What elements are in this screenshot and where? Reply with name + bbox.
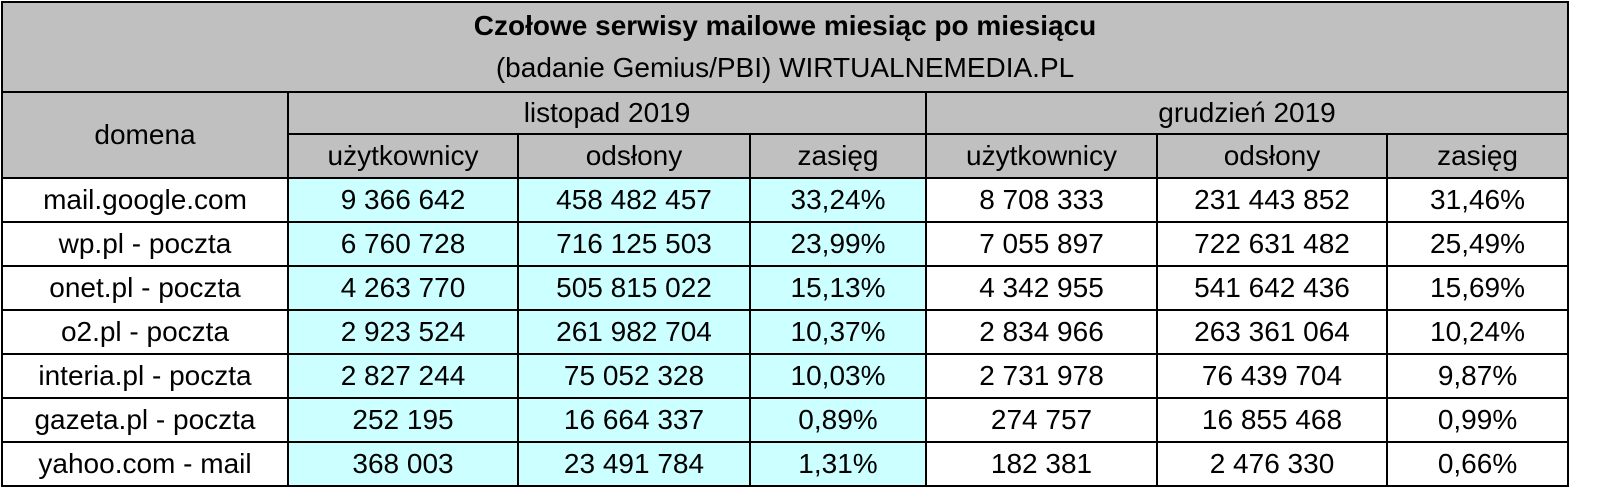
users-dec-cell: 274 757: [925, 397, 1158, 443]
users-dec-cell: 7 055 897: [925, 221, 1158, 267]
title-row: Czołowe serwisy mailowe miesiąc po miesi…: [0, 1, 1570, 93]
table-row: gazeta.pl - poczta 252 195 16 664 337 0,…: [1, 397, 1570, 443]
users-nov-cell: 368 003: [287, 441, 519, 487]
month-header-november: listopad 2019: [287, 91, 927, 135]
users-dec-cell: 2 731 978: [925, 353, 1158, 399]
users-nov-cell: 252 195: [287, 397, 519, 443]
reach-dec-cell: 9,87%: [1385, 353, 1570, 399]
views-nov-cell: 261 982 704: [517, 309, 751, 355]
views-nov-cell: 23 491 784: [517, 441, 751, 487]
views-nov-cell: 16 664 337: [517, 397, 751, 443]
views-dec-cell: 231 443 852: [1156, 177, 1388, 223]
domain-cell: interia.pl - poczta: [1, 353, 289, 399]
domain-cell: wp.pl - poczta: [1, 221, 289, 267]
users-nov-cell: 6 760 728: [287, 221, 519, 267]
users-nov-cell: 2 827 244: [287, 353, 519, 399]
views-nov-cell: 505 815 022: [517, 265, 751, 311]
reach-dec-cell: 31,46%: [1385, 177, 1570, 223]
table-row: mail.google.com 9 366 642 458 482 457 33…: [1, 177, 1570, 223]
reach-nov-cell: 1,31%: [749, 441, 927, 487]
domain-cell: mail.google.com: [1, 177, 289, 223]
views-dec-cell: 76 439 704: [1156, 353, 1388, 399]
views-dec-cell: 16 855 468: [1156, 397, 1388, 443]
domain-cell: gazeta.pl - poczta: [1, 397, 289, 443]
reach-nov-cell: 15,13%: [749, 265, 927, 311]
domain-cell: onet.pl - poczta: [1, 265, 289, 311]
views-dec-cell: 541 642 436: [1156, 265, 1388, 311]
users-nov-cell: 2 923 524: [287, 309, 519, 355]
users-nov-cell: 9 366 642: [287, 177, 519, 223]
views-nov-cell: 458 482 457: [517, 177, 751, 223]
domain-header: domena: [1, 91, 289, 179]
views-dec-cell: 263 361 064: [1156, 309, 1388, 355]
month-header-row: domena listopad 2019 grudzień 2019: [1, 91, 1570, 179]
views-nov-cell: 75 052 328: [517, 353, 751, 399]
reach-nov-cell: 23,99%: [749, 221, 927, 267]
reach-dec-cell: 10,24%: [1385, 309, 1570, 355]
table-subtitle: (badanie Gemius/PBI) WIRTUALNEMEDIA.PL: [495, 52, 1075, 83]
reach-dec-cell: 0,99%: [1385, 397, 1570, 443]
table-row: o2.pl - poczta 2 923 524 261 982 704 10,…: [1, 309, 1570, 355]
month-header-december: grudzień 2019: [924, 91, 1570, 135]
table-row: wp.pl - poczta 6 760 728 716 125 503 23,…: [1, 221, 1570, 267]
reach-dec-cell: 0,66%: [1385, 441, 1570, 487]
users-dec-cell: 182 381: [925, 441, 1158, 487]
table-row: onet.pl - poczta 4 263 770 505 815 022 1…: [1, 265, 1570, 311]
reach-nov-cell: 10,37%: [749, 309, 927, 355]
domain-cell: yahoo.com - mail: [1, 441, 289, 487]
table-row: yahoo.com - mail 368 003 23 491 784 1,31…: [1, 441, 1570, 487]
column-header-views-dec: odsłony: [1156, 133, 1388, 179]
users-nov-cell: 4 263 770: [287, 265, 519, 311]
reach-nov-cell: 10,03%: [749, 353, 927, 399]
table-row: interia.pl - poczta 2 827 244 75 052 328…: [1, 353, 1570, 399]
column-header-reach-nov: zasięg: [749, 133, 927, 179]
views-dec-cell: 2 476 330: [1156, 441, 1388, 487]
table-body: Czołowe serwisy mailowe miesiąc po miesi…: [0, 1, 1570, 487]
views-nov-cell: 716 125 503: [517, 221, 751, 267]
email-services-table: Czołowe serwisy mailowe miesiąc po miesi…: [0, 1, 1570, 487]
users-dec-cell: 2 834 966: [925, 309, 1158, 355]
column-header-views-nov: odsłony: [517, 133, 751, 179]
reach-nov-cell: 0,89%: [749, 397, 927, 443]
title-cell: Czołowe serwisy mailowe miesiąc po miesi…: [0, 1, 1570, 93]
table-title: Czołowe serwisy mailowe miesiąc po miesi…: [473, 10, 1097, 41]
reach-dec-cell: 15,69%: [1385, 265, 1570, 311]
domain-cell: o2.pl - poczta: [1, 309, 289, 355]
column-header-users-nov: użytkownicy: [287, 133, 519, 179]
column-header-users-dec: użytkownicy: [925, 133, 1158, 179]
reach-dec-cell: 25,49%: [1385, 221, 1570, 267]
reach-nov-cell: 33,24%: [749, 177, 927, 223]
column-header-row: użytkownicy odsłony zasięg użytkownicy o…: [2, 133, 1570, 179]
users-dec-cell: 4 342 955: [925, 265, 1158, 311]
column-header-reach-dec: zasięg: [1385, 133, 1570, 179]
users-dec-cell: 8 708 333: [925, 177, 1158, 223]
views-dec-cell: 722 631 482: [1156, 221, 1388, 267]
